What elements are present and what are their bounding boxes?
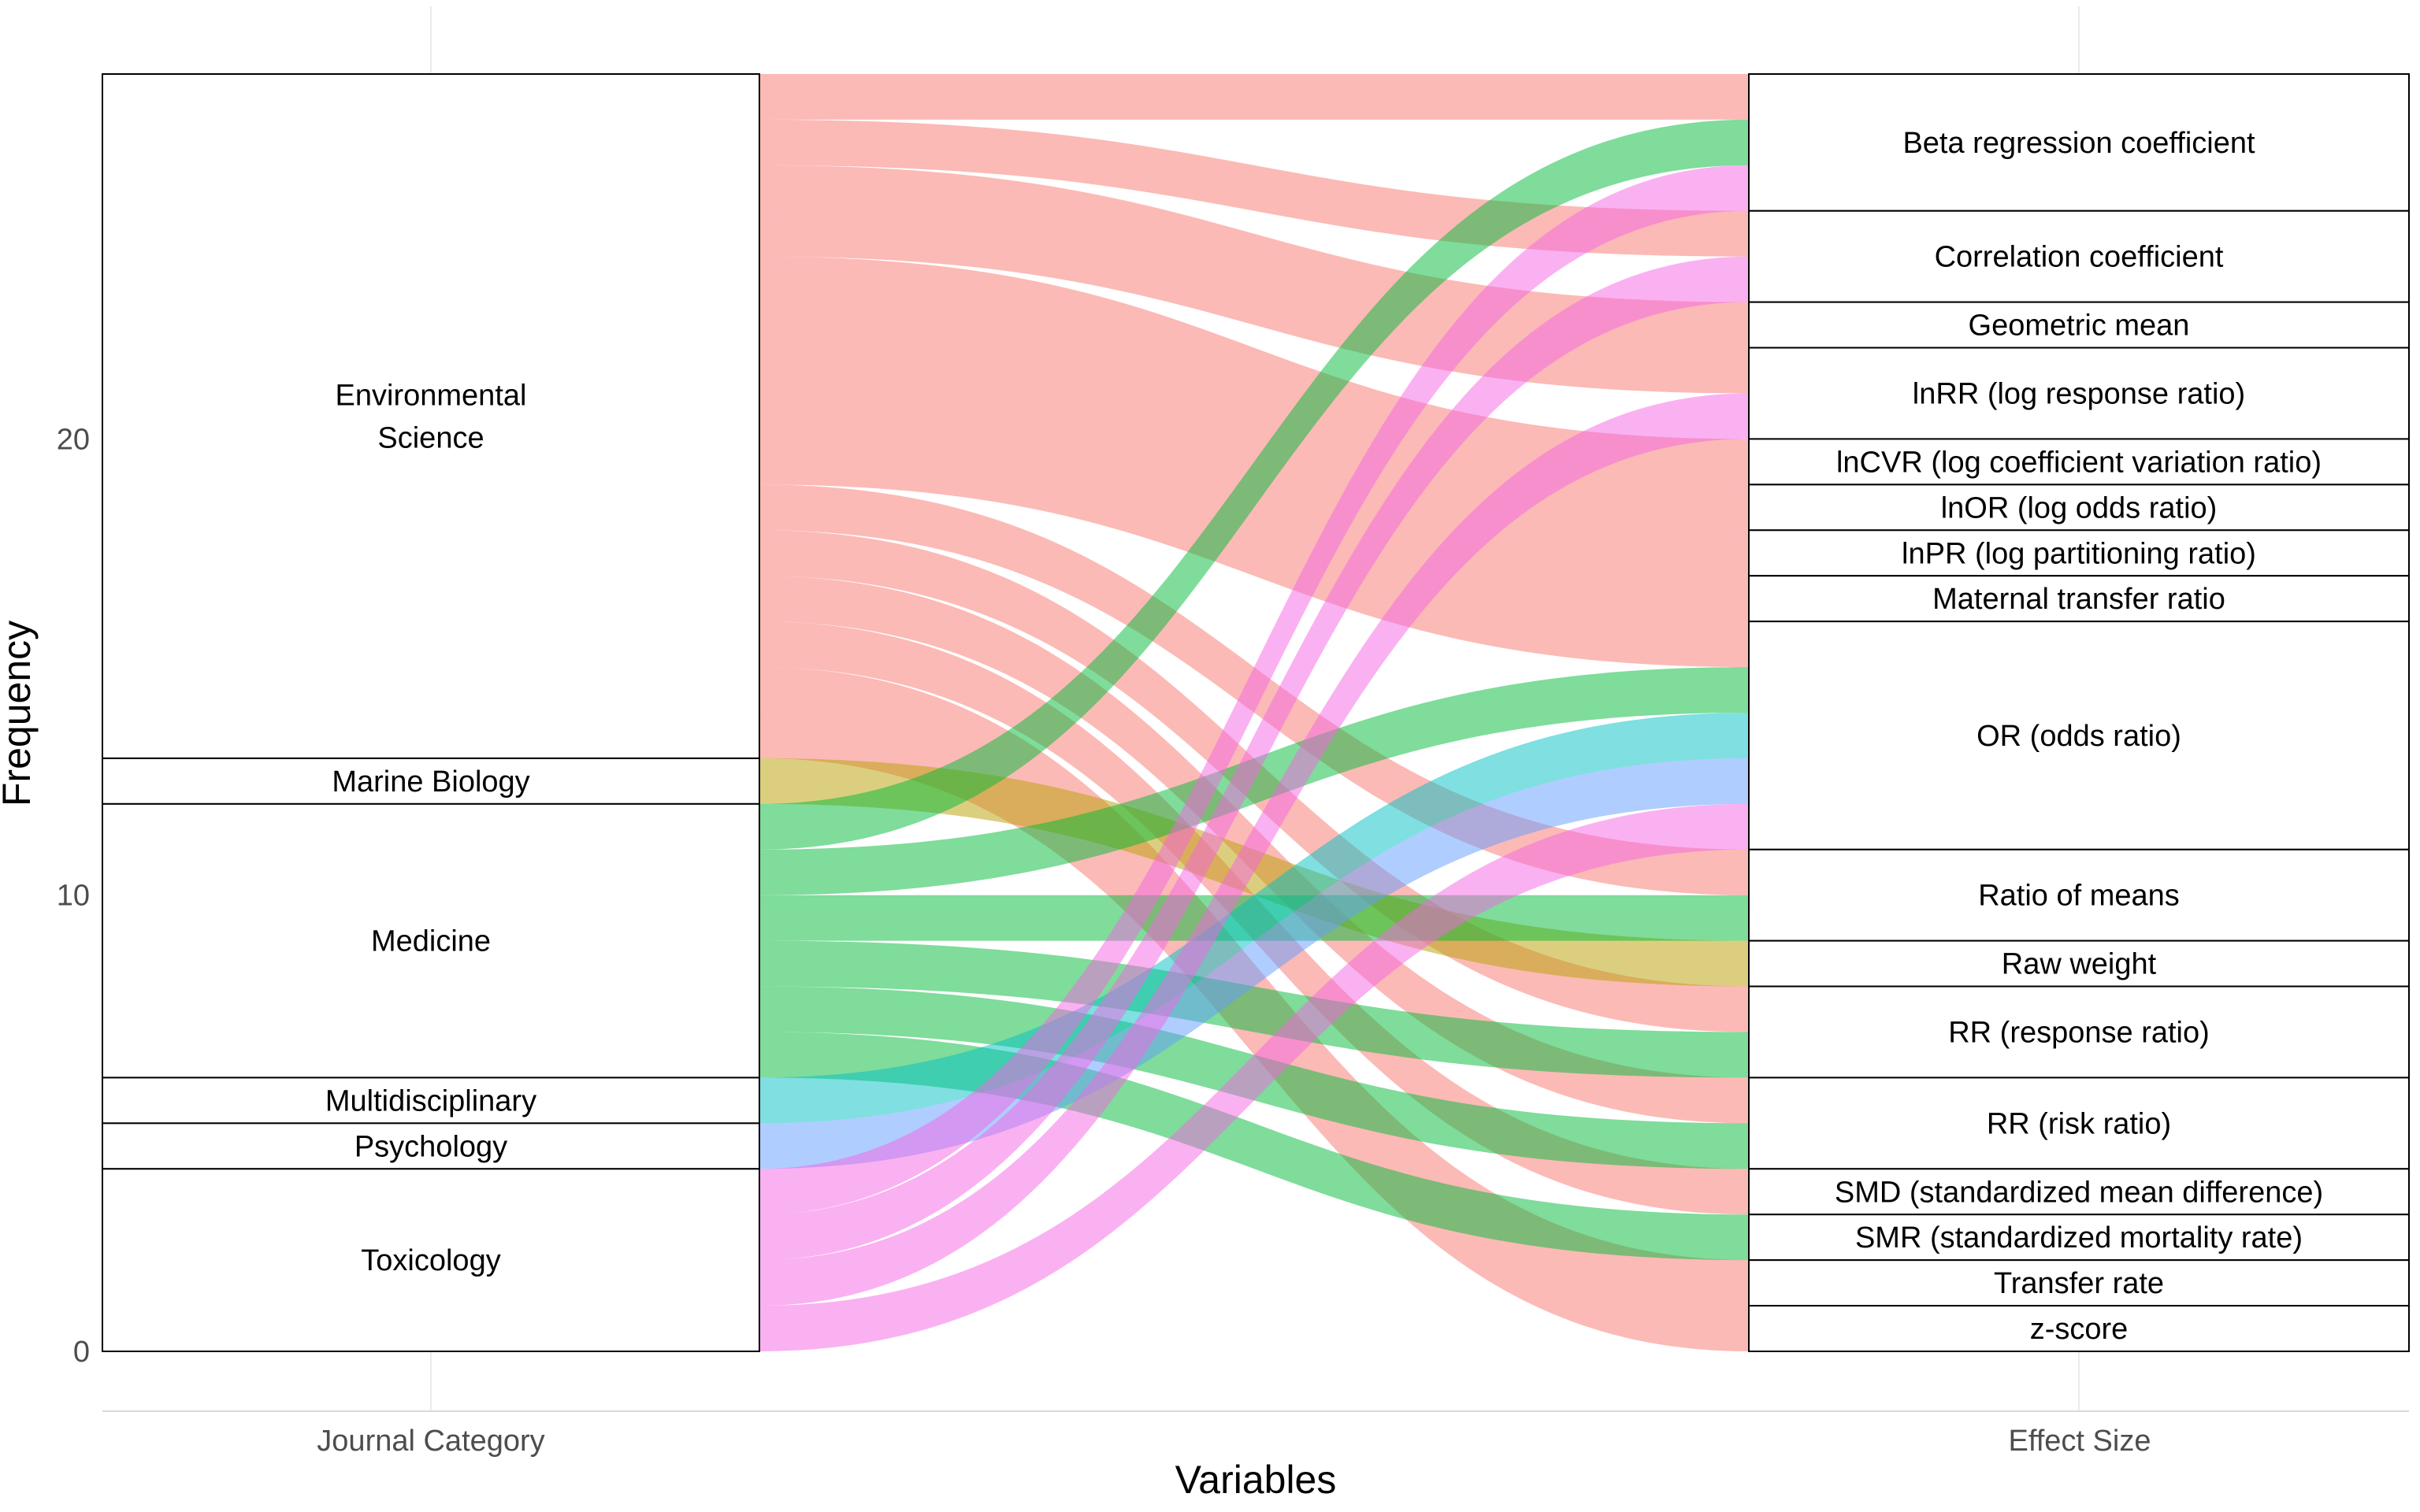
effect-size-or-odds-ratio-label: OR (odds ratio)	[1976, 720, 2181, 753]
flow-environmental-science-to-lnor-log-odds-ratio	[759, 302, 1749, 531]
effect-size-ratio-of-means-label: Ratio of means	[1978, 880, 2180, 913]
effect-size-beta-regression-coefficient-label: Beta regression coefficient	[1902, 127, 2255, 160]
effect-size-z-score-box	[1748, 1305, 2410, 1352]
journal-category-multidisciplinary-box	[102, 1077, 760, 1125]
effect-size-smr-standardized-mortality-rate-box	[1748, 1214, 2410, 1262]
flow-toxicology-to-or-odds-ratio	[759, 803, 1749, 1351]
flow-toxicology-to-beta-regression-coefficient	[759, 165, 1749, 1215]
effect-size-lncvr-log-coefficient-variation-ratio-box	[1748, 438, 2410, 486]
effect-size-beta-regression-coefficient-box	[1748, 73, 2410, 212]
y-tick-label: 0	[73, 1336, 90, 1369]
flow-medicine-to-rr-response-ratio	[759, 940, 1749, 1078]
journal-category-psychology-label: Psychology	[354, 1130, 507, 1163]
journal-category-toxicology-box	[102, 1168, 760, 1353]
effect-size-correlation-coefficient-label: Correlation coefficient	[1935, 241, 2224, 274]
effect-size-lnor-log-odds-ratio-box	[1748, 484, 2410, 532]
journal-category-environmental-science-label: Environmental	[336, 379, 527, 412]
flow-environmental-science-to-or-odds-ratio	[759, 439, 1749, 668]
effect-size-maternal-transfer-ratio-label: Maternal transfer ratio	[1932, 583, 2225, 616]
journal-category-environmental-science-label: Science	[377, 421, 484, 454]
strata: Environmental Science Marine Biology Medici…	[102, 73, 2410, 1353]
effect-size-rr-response-ratio-label: RR (response ratio)	[1948, 1017, 2210, 1050]
effect-size-correlation-coefficient-box	[1748, 209, 2410, 303]
axes: Frequency Variables Journal Category Eff…	[0, 423, 2151, 1502]
effect-size-raw-weight-label: Raw weight	[2002, 948, 2157, 981]
journal-category-multidisciplinary-label: Multidisciplinary	[325, 1084, 536, 1117]
effect-size-geometric-mean-label: Geometric mean	[1969, 309, 2190, 343]
flow-environmental-science-to-lnrr-log-response-ratio	[759, 210, 1749, 394]
journal-category-environmental-science-box	[102, 73, 760, 759]
effect-size-lnpr-log-partitioning-ratio-box	[1748, 529, 2410, 577]
effect-size-lnor-log-odds-ratio-label: lnOR (log odds ratio)	[1941, 491, 2218, 524]
flow-multidisciplinary-to-or-odds-ratio	[759, 713, 1749, 1124]
alluvial-flows	[759, 74, 1749, 1351]
flow-toxicology-to-lnrr-log-response-ratio	[759, 393, 1749, 1306]
effect-size-lnpr-log-partitioning-ratio-label: lnPR (log partitioning ratio)	[1902, 537, 2256, 570]
journal-category-marine-biology-label: Marine Biology	[332, 765, 529, 799]
y-tick-label: 10	[57, 880, 90, 913]
effect-size-smd-standardized-mean-difference-label: SMD (standardized mean difference)	[1835, 1176, 2323, 1209]
effect-size-geometric-mean-box	[1748, 301, 2410, 349]
effect-size-or-odds-ratio-box	[1748, 621, 2410, 850]
flow-environmental-science-to-lncvr-log-coefficient-variation-ratio	[759, 256, 1749, 485]
flow-psychology-to-or-odds-ratio	[759, 758, 1749, 1169]
effect-size-z-score-label: z-score	[2030, 1313, 2129, 1346]
flow-environmental-science-to-beta-regression-coefficient	[759, 74, 1749, 120]
y-axis-title: Frequency	[0, 621, 39, 806]
effect-size-transfer-rate-label: Transfer rate	[1994, 1267, 2164, 1300]
y-tick-label: 20	[57, 423, 90, 456]
flow-toxicology-to-correlation-coefficient	[759, 256, 1749, 1261]
effect-size-ratio-of-means-box	[1748, 848, 2410, 942]
flow-medicine-to-beta-regression-coefficient	[759, 119, 1749, 850]
x-tick-label-effect-size: Effect Size	[2009, 1425, 2151, 1458]
effect-size-lncvr-log-coefficient-variation-ratio-label: lnCVR (log coefficient variation ratio)	[1836, 446, 2322, 479]
journal-category-toxicology-label: Toxicology	[361, 1244, 500, 1277]
journal-category-medicine-label: Medicine	[371, 925, 491, 958]
effect-size-rr-risk-ratio-box	[1748, 1077, 2410, 1170]
effect-size-rr-risk-ratio-label: RR (risk ratio)	[1987, 1107, 2171, 1140]
x-tick-label-journal-category: Journal Category	[317, 1425, 544, 1458]
effect-size-maternal-transfer-ratio-box	[1748, 575, 2410, 623]
x-axis-title: Variables	[1175, 1458, 1337, 1502]
effect-size-raw-weight-box	[1748, 939, 2410, 988]
effect-size-lnrr-log-response-ratio-box	[1748, 346, 2410, 440]
journal-category-psychology-box	[102, 1122, 760, 1170]
journal-category-medicine-box	[102, 802, 760, 1079]
effect-size-lnrr-log-response-ratio-label: lnRR (log response ratio)	[1913, 378, 2245, 411]
effect-size-smr-standardized-mortality-rate-label: SMR (standardized mortality rate)	[1855, 1221, 2303, 1254]
effect-size-transfer-rate-box	[1748, 1259, 2410, 1307]
effect-size-rr-response-ratio-box	[1748, 985, 2410, 1079]
